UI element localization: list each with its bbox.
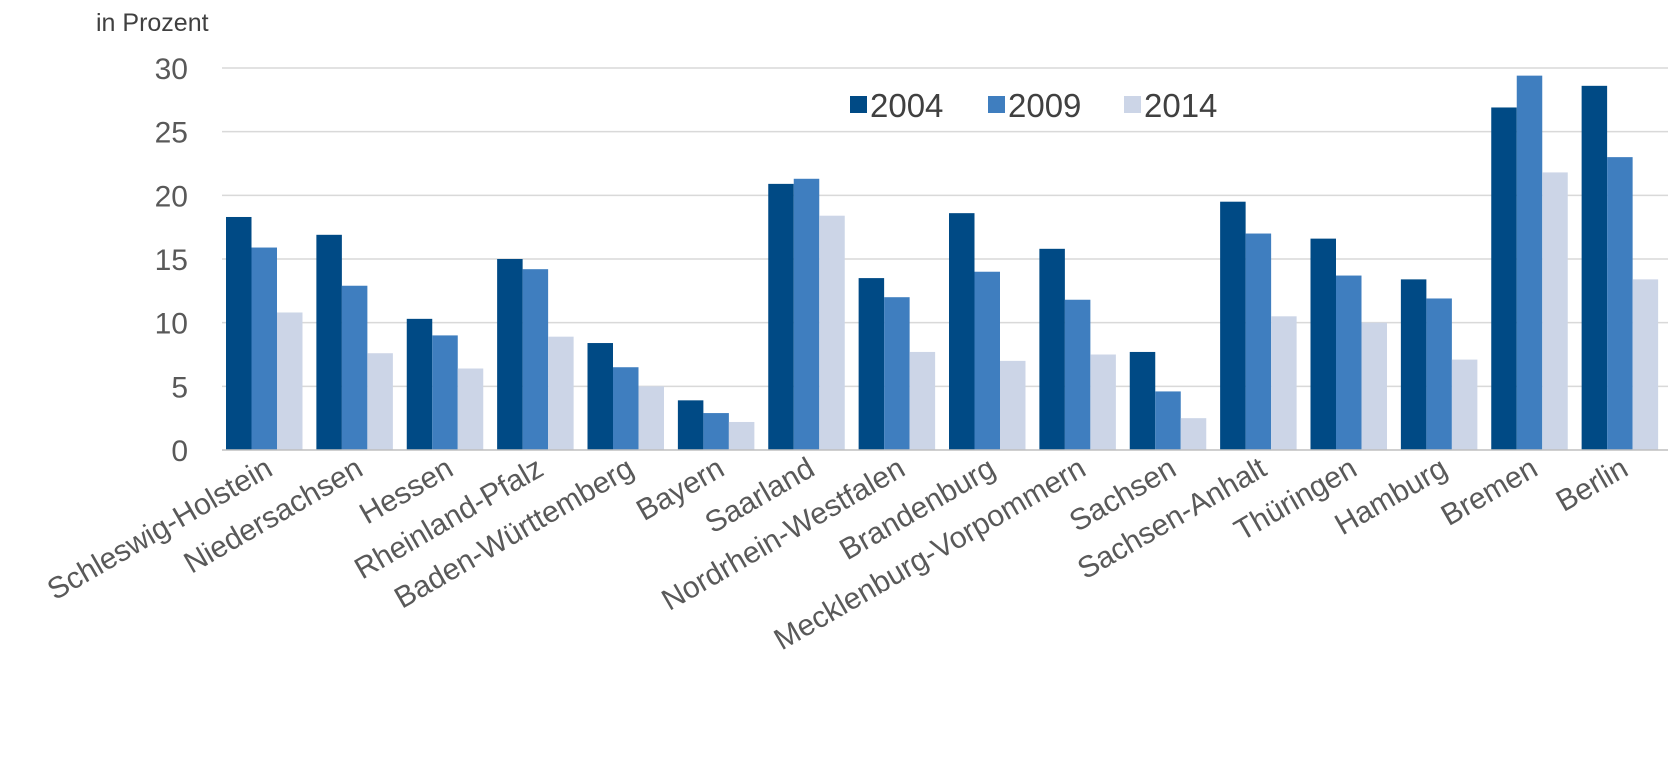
y-tick-label: 5 xyxy=(171,371,188,404)
bar-2009-Saarland xyxy=(793,178,820,450)
bar-2014-Berlin xyxy=(1632,279,1659,450)
x-category-label: Berlin xyxy=(1551,451,1634,518)
x-category-label: Bremen xyxy=(1436,451,1543,532)
y-axis-unit-label: in Prozent xyxy=(96,9,209,37)
bar-2004-Thüringen xyxy=(1310,238,1336,450)
bar-2014-Mecklenburg-Vorpommern xyxy=(1090,354,1116,450)
bar-2014-Bremen xyxy=(1542,172,1568,450)
bar-2009-Schleswig-Holstein xyxy=(251,247,277,450)
bar-2014-Schleswig-Holstein xyxy=(277,312,303,450)
bar-2004-Baden-Württemberg xyxy=(587,343,613,450)
bar-2004-Bremen xyxy=(1491,107,1517,451)
bars xyxy=(226,75,1659,451)
y-tick-label: 25 xyxy=(155,117,188,150)
bar-2009-Sachsen-Anhalt xyxy=(1245,233,1272,450)
y-tick-label: 30 xyxy=(155,53,188,86)
y-tick-label: 0 xyxy=(171,435,188,468)
bar-2009-Hamburg xyxy=(1426,298,1452,450)
bar-2004-Niedersachsen xyxy=(316,234,342,450)
bar-2014-Baden-Württemberg xyxy=(638,386,664,450)
bar-2004-Bayern xyxy=(677,400,704,450)
bar-2004-Schleswig-Holstein xyxy=(226,216,252,450)
bar-2014-Niedersachsen xyxy=(367,353,393,450)
legend: 2004 2009 2014 xyxy=(850,87,1217,124)
bar-2004-Rheinland-Pfalz xyxy=(497,259,523,450)
bar-2004-Mecklenburg-Vorpommern xyxy=(1039,248,1065,450)
bar-2009-Sachsen xyxy=(1155,391,1181,450)
legend-swatch-2009 xyxy=(988,96,1005,113)
bar-2009-Nordrhein-Westfalen xyxy=(884,297,910,450)
y-tick-label: 10 xyxy=(155,308,188,341)
legend-swatch-2014 xyxy=(1124,96,1141,113)
bar-2014-Sachsen-Anhalt xyxy=(1271,316,1297,450)
bar-2009-Bremen xyxy=(1516,75,1543,450)
bar-2004-Hamburg xyxy=(1400,279,1427,450)
bar-2009-Baden-Württemberg xyxy=(613,367,639,450)
y-tick-label: 15 xyxy=(155,244,188,277)
legend-swatch-2004 xyxy=(850,96,867,113)
bar-2009-Bayern xyxy=(703,413,729,450)
bar-2009-Hessen xyxy=(432,335,458,450)
bar-2004-Sachsen-Anhalt xyxy=(1220,201,1246,450)
legend-label-2004: 2004 xyxy=(870,87,943,124)
bar-2009-Mecklenburg-Vorpommern xyxy=(1064,299,1091,450)
bar-2014-Rheinland-Pfalz xyxy=(548,336,574,450)
bar-2014-Saarland xyxy=(819,215,845,450)
bar-2009-Thüringen xyxy=(1336,275,1362,450)
legend-label-2009: 2009 xyxy=(1008,87,1081,124)
x-axis-labels: Schleswig-HolsteinNiedersachsenHessenRhe… xyxy=(42,451,1634,657)
bar-2004-Saarland xyxy=(768,183,794,450)
bar-2014-Hamburg xyxy=(1451,359,1478,450)
bar-2009-Brandenburg xyxy=(974,271,1000,450)
bar-2004-Brandenburg xyxy=(949,213,975,450)
bar-2014-Bayern xyxy=(728,421,755,450)
bar-2014-Thüringen xyxy=(1361,322,1387,450)
bar-2014-Sachsen xyxy=(1180,418,1207,450)
bar-2004-Berlin xyxy=(1581,85,1608,451)
bar-2004-Hessen xyxy=(406,318,433,450)
bar-2014-Hessen xyxy=(457,368,484,450)
bar-2009-Rheinland-Pfalz xyxy=(522,269,549,450)
bar-2009-Niedersachsen xyxy=(341,285,368,450)
bar-2004-Sachsen xyxy=(1129,351,1156,450)
legend-label-2014: 2014 xyxy=(1144,87,1217,124)
bar-2014-Nordrhein-Westfalen xyxy=(909,351,936,450)
bar-2014-Brandenburg xyxy=(1000,360,1026,450)
y-axis-ticks: 0 5 10 15 20 25 30 xyxy=(155,53,188,468)
bar-2009-Berlin xyxy=(1607,157,1633,450)
bar-2004-Nordrhein-Westfalen xyxy=(858,278,885,450)
y-tick-label: 20 xyxy=(155,180,188,213)
